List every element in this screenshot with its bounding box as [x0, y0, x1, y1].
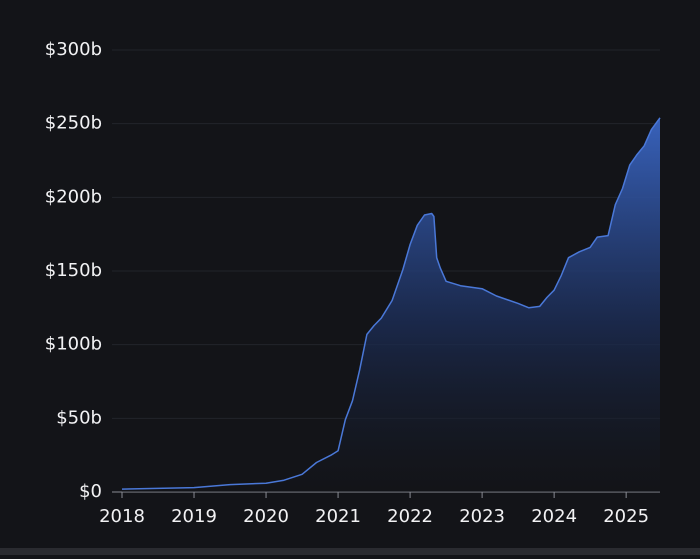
x-tick-label: 2019 [171, 506, 217, 527]
x-tick-label: 2025 [603, 506, 649, 527]
x-tick-label: 2021 [315, 506, 361, 527]
y-tick-label: $250b [45, 113, 102, 134]
x-tick-label: 2023 [459, 506, 505, 527]
y-tick-label: $100b [45, 334, 102, 355]
y-tick-label: $150b [45, 260, 102, 281]
y-tick-label: $50b [56, 407, 102, 428]
y-tick-label: $200b [45, 186, 102, 207]
y-tick-label: $300b [45, 39, 102, 60]
bottom-edge [0, 548, 700, 555]
x-tick-label: 2022 [387, 506, 433, 527]
x-tick-label: 2018 [99, 506, 145, 527]
area-line [121, 117, 661, 490]
x-tick-label: 2020 [243, 506, 289, 527]
y-tick-label: $0 [79, 481, 102, 502]
x-tick-label: 2024 [531, 506, 577, 527]
area-fill [122, 117, 660, 493]
